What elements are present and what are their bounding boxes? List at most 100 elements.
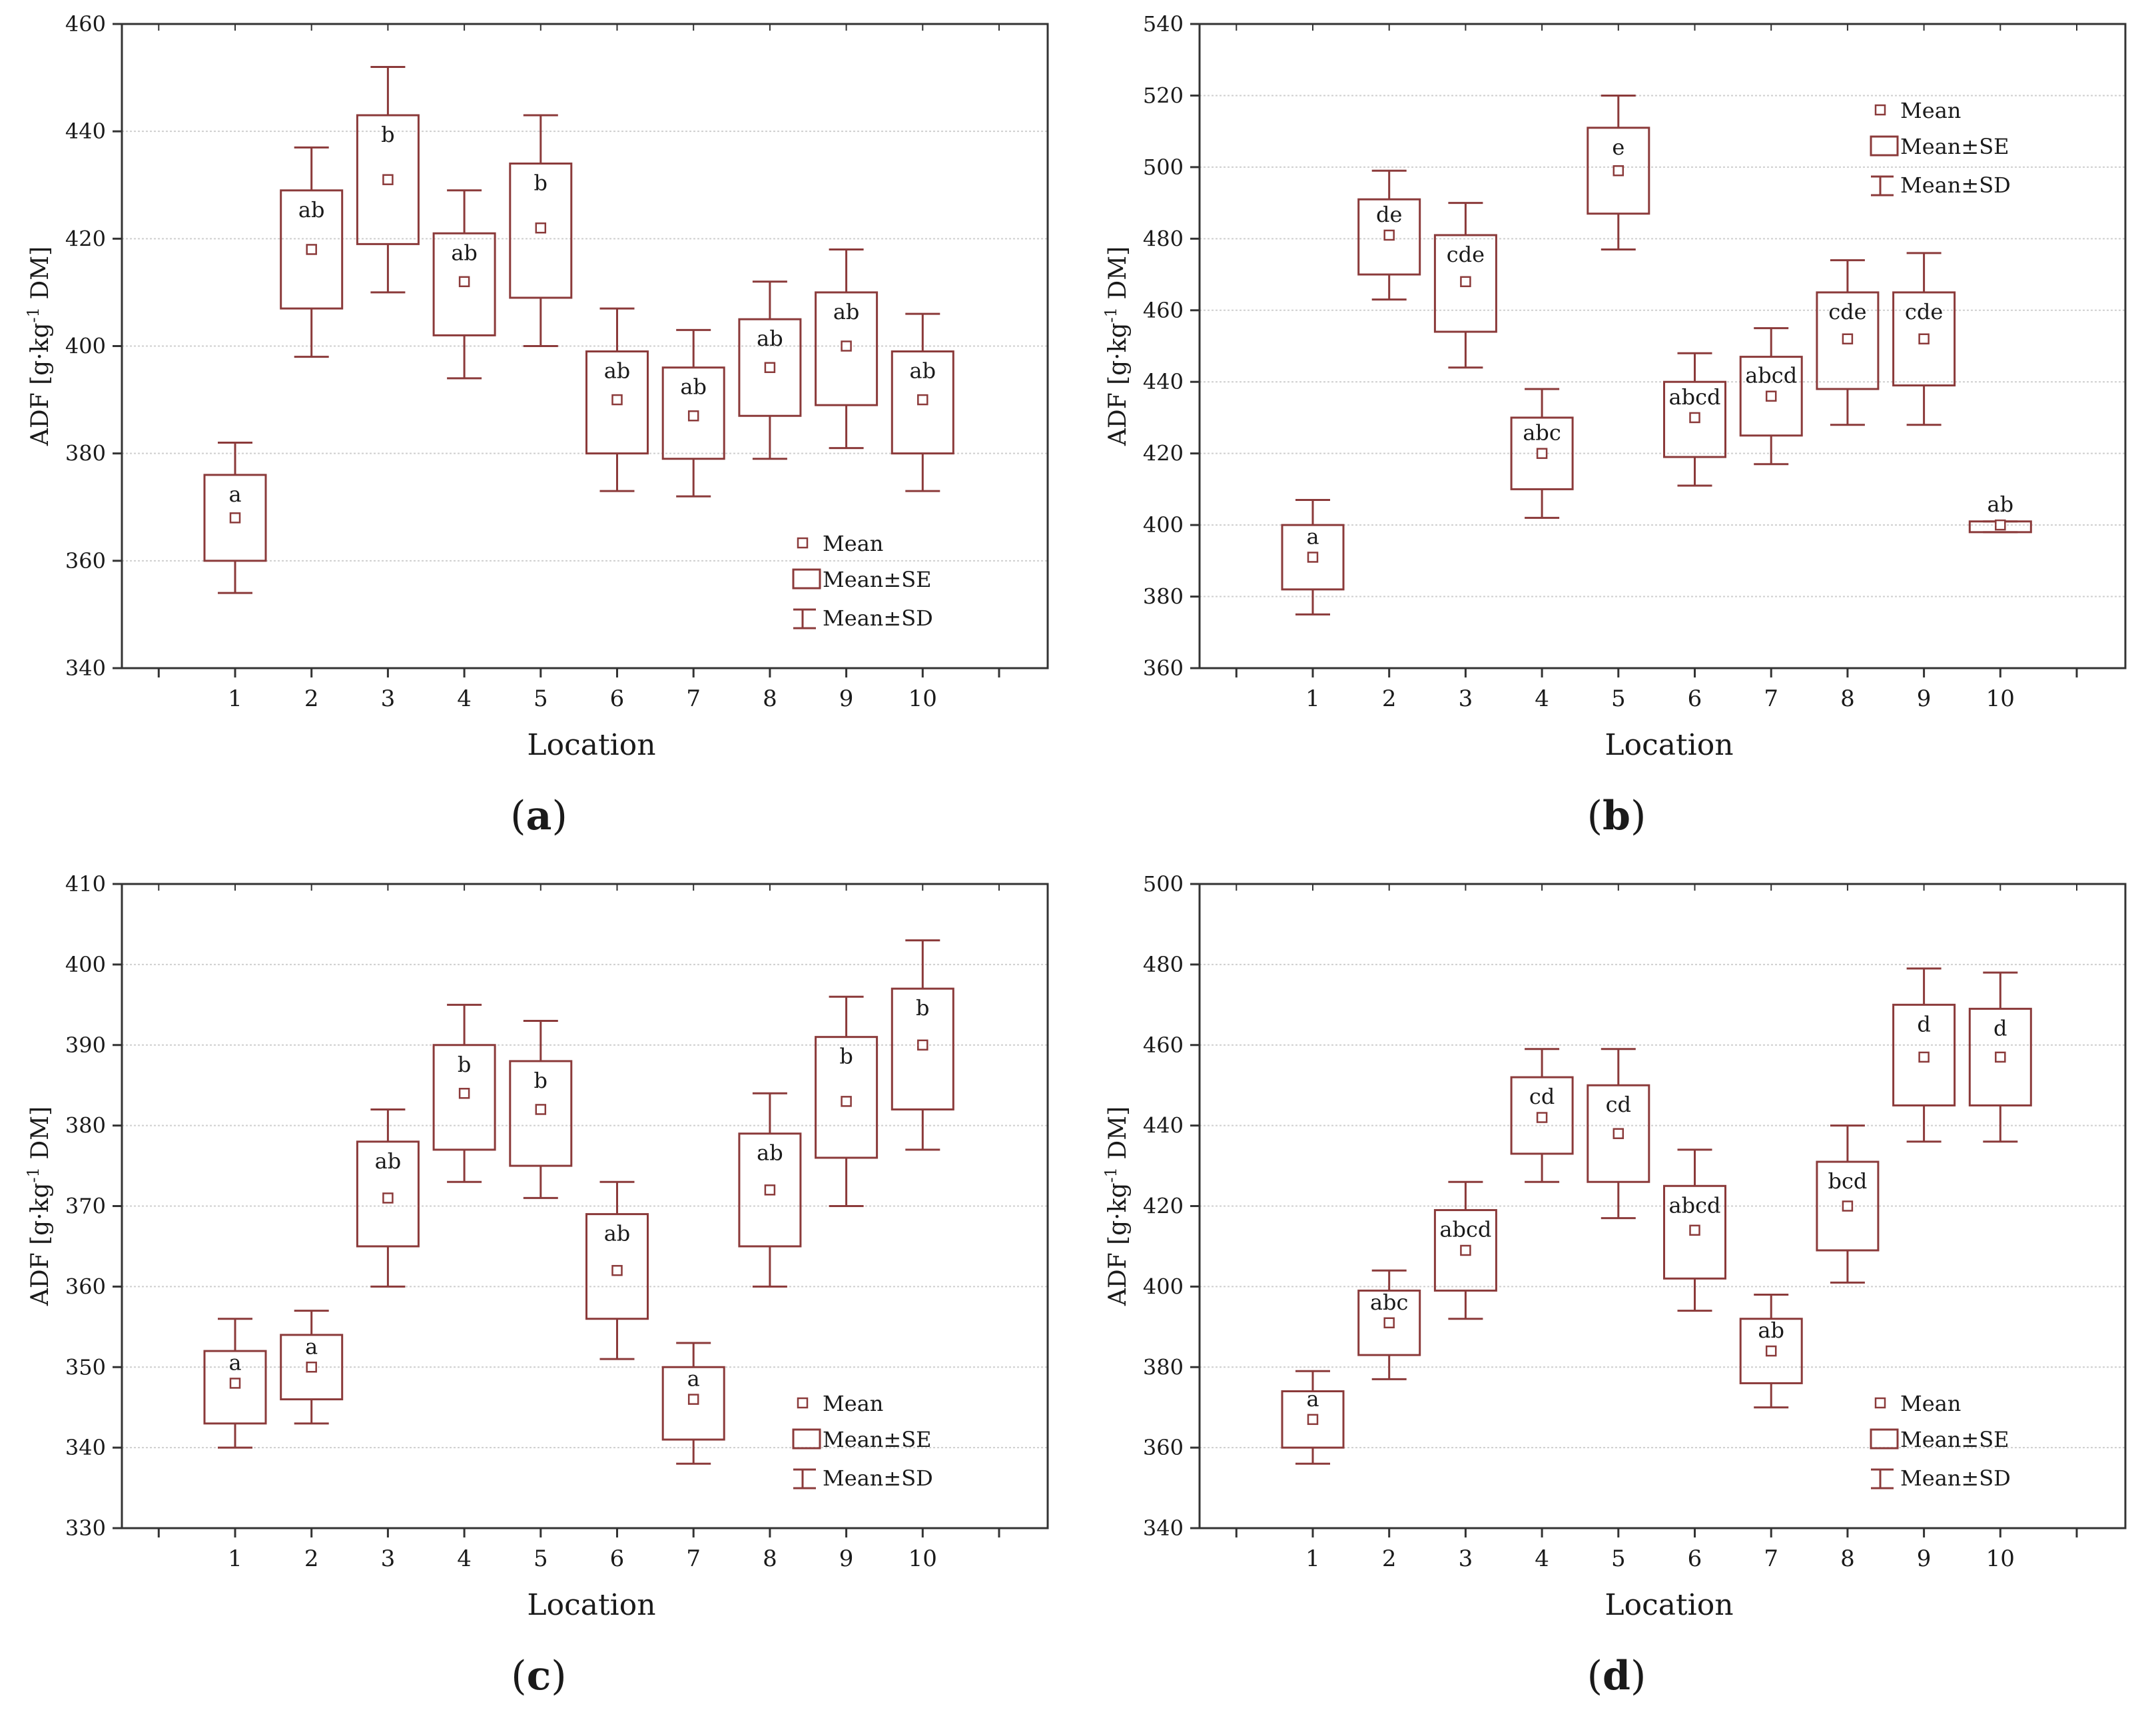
se-box bbox=[1510, 1076, 1574, 1155]
group-letter: abcd bbox=[1669, 384, 1721, 410]
group-letter: ab bbox=[298, 197, 325, 222]
y-axis-title-sup: -1 bbox=[1102, 1167, 1120, 1182]
chart-svg-b: 360 380 400 420 440 460 480 500 520 540 1 2 3 4 5 6 7 8 9 1… bbox=[1102, 11, 2127, 762]
x-tick-label: 2 bbox=[304, 685, 319, 712]
legend: Mean Mean±SE Mean±SD bbox=[792, 1391, 933, 1491]
group-letter: ab bbox=[604, 1221, 631, 1246]
legend-mean-label: Mean bbox=[1900, 98, 1961, 123]
legend-mean-marker bbox=[797, 537, 809, 549]
y-tick-label: 400 bbox=[1143, 512, 1184, 538]
mean-marker bbox=[1383, 1317, 1395, 1329]
group-letter: abc bbox=[1523, 420, 1561, 446]
y-tick-label: 440 bbox=[65, 119, 106, 144]
mean-marker bbox=[1536, 448, 1548, 459]
x-tick-label: 8 bbox=[763, 1545, 777, 1572]
x-tick-label: 5 bbox=[1611, 1545, 1626, 1572]
y-tick-label: 360 bbox=[1143, 1435, 1184, 1460]
mean-marker bbox=[917, 1039, 928, 1051]
group-letter: b bbox=[839, 1044, 853, 1069]
group-letter: ab bbox=[757, 1140, 783, 1166]
se-box bbox=[1433, 234, 1497, 333]
chart-panel-b: 360 380 400 420 440 460 480 500 520 540 1 2 3 4 5 6 7 8 9 1… bbox=[1078, 0, 2155, 860]
y-axis-title: ADF [g·kg-1 DM] bbox=[24, 246, 54, 446]
mean-marker bbox=[611, 1264, 623, 1276]
legend-sd-label: Mean±SD bbox=[823, 1466, 933, 1491]
group-letter: abcd bbox=[1745, 363, 1797, 388]
se-box bbox=[1739, 1318, 1803, 1384]
mean-marker bbox=[764, 1184, 776, 1196]
y-tick-label: 400 bbox=[65, 334, 106, 359]
box-group-location-1: a bbox=[203, 442, 267, 594]
y-tick-label: 360 bbox=[1143, 655, 1184, 681]
legend-mean-label: Mean bbox=[823, 1391, 883, 1416]
box-group-location-5: e bbox=[1587, 94, 1650, 250]
group-letter: abcd bbox=[1669, 1192, 1721, 1218]
panel-label-c: (c) bbox=[511, 1653, 567, 1699]
group-letter: cde bbox=[1905, 299, 1943, 324]
se-box bbox=[815, 291, 879, 406]
legend-mean-label: Mean bbox=[1900, 1391, 1961, 1416]
group-letter: d bbox=[1993, 1015, 2007, 1041]
y-tick-label: 440 bbox=[1143, 369, 1184, 394]
se-box bbox=[585, 350, 649, 455]
y-tick-label: 440 bbox=[1143, 1113, 1184, 1138]
y-tick-label: 400 bbox=[65, 952, 106, 977]
se-box bbox=[1892, 291, 1956, 387]
box-group-location-6: ab bbox=[585, 307, 649, 492]
x-tick-label: 1 bbox=[228, 1545, 242, 1572]
box-group-location-9: cde bbox=[1892, 252, 1956, 426]
legend-se-box bbox=[792, 568, 821, 590]
box-group-location-8: ab bbox=[738, 280, 802, 460]
y-axis-title-text: ADF [g·kg bbox=[27, 1182, 54, 1306]
y-axis-title-sup: -1 bbox=[1102, 307, 1120, 322]
chart-svg-a: 340 360 380 400 420 440 460 1 2 3 4 5 6 7 8 9 10 Location… bbox=[24, 11, 1049, 762]
legend-sd-label: Mean±SD bbox=[823, 606, 933, 631]
mean-marker bbox=[535, 222, 547, 234]
mean-marker bbox=[1613, 165, 1624, 177]
legend-se-label: Mean±SE bbox=[823, 567, 931, 592]
chart-svg-c: 330 340 350 360 370 380 390 400 410 1 2 3 4 5 6 7 8 9 10 Lo… bbox=[24, 871, 1049, 1622]
mean-marker bbox=[1765, 1345, 1777, 1357]
x-tick-label: 4 bbox=[457, 685, 472, 712]
mean-marker bbox=[229, 512, 241, 524]
mean-marker bbox=[917, 394, 928, 406]
legend-se-label: Mean±SE bbox=[1900, 134, 2009, 159]
x-tick-label: 5 bbox=[1611, 685, 1626, 712]
x-tick-label: 9 bbox=[839, 685, 854, 712]
group-letter: a bbox=[228, 1350, 241, 1375]
se-box bbox=[1357, 1289, 1421, 1356]
box-group-location-2: de bbox=[1357, 169, 1421, 301]
x-axis-title: Location bbox=[527, 1588, 655, 1622]
x-tick-label: 1 bbox=[228, 685, 242, 712]
x-tick-label: 6 bbox=[1688, 1545, 1702, 1572]
y-tick-label: 520 bbox=[1143, 83, 1184, 108]
y-tick-label: 460 bbox=[1143, 1033, 1184, 1058]
y-tick-label: 460 bbox=[1143, 298, 1184, 323]
group-letter: cd bbox=[1529, 1084, 1555, 1109]
chart-panel-d: 340 360 380 400 420 440 460 480 500 1 2 3 4 5 6 7 8 9 10 Lo… bbox=[1078, 860, 2155, 1720]
box-group-location-3: ab bbox=[356, 1108, 420, 1288]
y-tick-label: 420 bbox=[1143, 1194, 1184, 1219]
group-letter: b bbox=[381, 122, 394, 147]
legend-mean-label: Mean bbox=[823, 531, 883, 556]
group-letter: cde bbox=[1828, 299, 1866, 324]
mean-marker bbox=[687, 410, 699, 422]
x-tick-label: 3 bbox=[381, 685, 396, 712]
x-tick-label: 6 bbox=[1688, 685, 1702, 712]
legend: Mean Mean±SE Mean±SD bbox=[1870, 98, 2011, 198]
y-axis-title-text: DM] bbox=[27, 246, 54, 307]
mean-marker bbox=[458, 276, 470, 288]
legend-se-box bbox=[1870, 1428, 1899, 1450]
se-box bbox=[1816, 1160, 1880, 1252]
x-tick-label: 1 bbox=[1305, 1545, 1320, 1572]
y-tick-label: 380 bbox=[1143, 1354, 1184, 1380]
se-box bbox=[1281, 1390, 1345, 1449]
box-group-location-8: bcd bbox=[1816, 1124, 1880, 1284]
group-letter: a bbox=[228, 482, 241, 507]
box-group-location-7: a bbox=[661, 1342, 725, 1465]
legend: Mean Mean±SE Mean±SD bbox=[792, 531, 933, 631]
y-tick-label: 400 bbox=[1143, 1274, 1184, 1299]
se-box bbox=[585, 1213, 649, 1320]
y-axis-title-text: DM] bbox=[27, 1106, 54, 1167]
legend-sd-label: Mean±SD bbox=[1900, 173, 2011, 198]
